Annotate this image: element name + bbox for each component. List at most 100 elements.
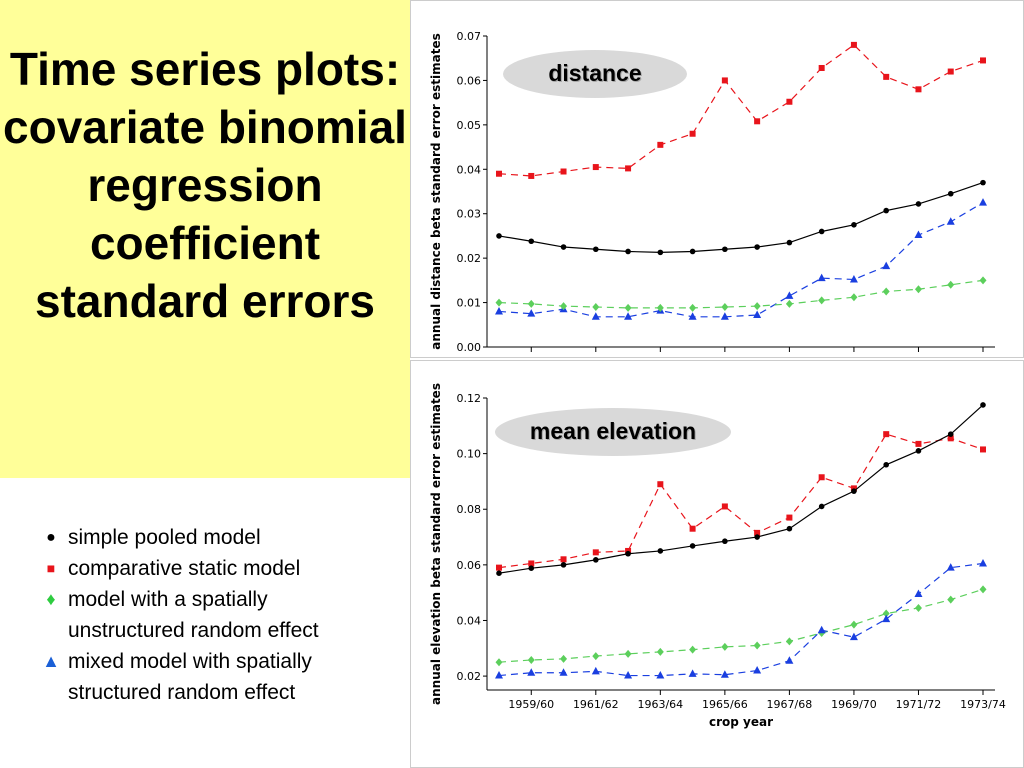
series-line-unstructured: [498, 279, 984, 309]
data-point-mixed: [785, 656, 794, 664]
data-point-unstructured: [785, 637, 793, 646]
data-point-unstructured: [818, 296, 826, 305]
data-point-comparative: [657, 141, 664, 148]
data-point-comparative: [818, 474, 825, 481]
y-tick-label: 0.06: [457, 559, 482, 572]
y-tick-label: 0.05: [457, 119, 482, 132]
data-point-simple: [818, 503, 825, 510]
legend-label: comparative static model: [68, 557, 301, 580]
data-point-simple: [754, 244, 760, 250]
data-point-mixed: [849, 274, 858, 283]
circle-marker-icon: ●: [46, 529, 56, 546]
series-line-mixed: [498, 562, 984, 677]
data-point-simple: [818, 228, 825, 235]
data-point-mixed: [624, 671, 633, 679]
title-panel: Time series plots: covariate binomial re…: [0, 0, 410, 478]
data-point-simple: [528, 565, 535, 571]
data-point-simple: [754, 534, 760, 540]
data-point-comparative: [625, 165, 632, 172]
data-point-mixed: [656, 671, 665, 679]
data-point-simple: [915, 448, 922, 454]
data-point-simple: [947, 190, 954, 197]
data-point-comparative: [496, 564, 502, 571]
data-point-comparative: [980, 446, 986, 453]
y-tick-label: 0.02: [457, 670, 482, 683]
data-point-simple: [689, 543, 696, 549]
panel-badge-label: mean elevation: [530, 418, 696, 444]
data-point-unstructured: [689, 645, 697, 654]
y-tick-label: 0.02: [457, 252, 482, 265]
data-point-unstructured: [656, 303, 664, 312]
data-point-mixed: [979, 558, 987, 567]
legend-item-comparative: ■ comparative static model: [34, 553, 394, 584]
data-point-unstructured: [785, 299, 793, 308]
chart-panel-2: 0.02 0.04 0.06 0.08 0.10 0.12 1959/60 1961/62 19…: [410, 360, 1024, 768]
data-point-mixed: [720, 312, 729, 320]
data-point-mixed: [624, 312, 633, 320]
chart-area: 0.00 0.01 0.02 0.03 0.04 0.05 0.06 0.07 annual d…: [410, 0, 1024, 768]
y-tick-label: 0.01: [457, 297, 482, 310]
series-line-simple: [498, 182, 984, 253]
data-point-simple: [851, 222, 857, 228]
x-tick-label: 1969/70: [831, 698, 877, 711]
legend-item-mixed: ▲ mixed model with spatially structured …: [34, 646, 394, 708]
data-point-simple: [722, 538, 728, 545]
data-point-comparative: [496, 170, 502, 177]
data-point-comparative: [980, 57, 986, 64]
legend-label: mixed model with spatially structured ra…: [68, 650, 312, 704]
data-point-unstructured: [914, 285, 922, 294]
data-point-comparative: [850, 41, 857, 48]
y-tick-label: 0.04: [457, 614, 482, 627]
data-point-comparative: [915, 440, 922, 447]
panel-badge-label: distance: [548, 60, 641, 86]
data-point-mixed: [591, 312, 600, 320]
x-tick-label: 1961/62: [573, 698, 619, 711]
data-point-simple: [722, 246, 728, 253]
series-line-comparative: [498, 433, 984, 569]
data-point-mixed: [946, 563, 955, 571]
y-tick-label: 0.10: [457, 448, 482, 461]
data-point-mixed: [688, 312, 697, 320]
legend-label: simple pooled model: [68, 526, 261, 549]
data-point-comparative: [528, 172, 535, 179]
data-point-simple: [657, 548, 664, 554]
legend-item-simple: ● simple pooled model: [34, 522, 394, 553]
data-point-unstructured: [753, 302, 761, 311]
data-point-mixed: [720, 670, 729, 678]
data-point-mixed: [882, 614, 891, 623]
data-point-comparative: [560, 168, 567, 175]
x-tick-label: 1967/68: [767, 698, 813, 711]
data-point-unstructured: [882, 609, 890, 618]
data-point-mixed: [495, 306, 503, 315]
data-point-mixed: [914, 589, 923, 598]
triangle-marker-icon: ▲: [42, 651, 60, 671]
y-tick-label: 0.12: [457, 392, 482, 405]
series-comparative: [496, 41, 986, 179]
panel-frame: [410, 0, 1024, 358]
data-point-simple: [560, 562, 567, 568]
data-point-comparative: [947, 68, 954, 75]
y-tick-label: 0.04: [457, 163, 482, 176]
data-point-unstructured: [592, 303, 600, 312]
data-point-mixed: [688, 669, 697, 677]
y-tick-label: 0.00: [457, 341, 482, 354]
data-point-comparative: [689, 525, 696, 532]
panel-badge-shadow: mean elevation: [531, 419, 697, 445]
data-point-unstructured: [914, 603, 922, 612]
data-point-comparative: [528, 560, 535, 567]
data-point-mixed: [849, 632, 858, 641]
data-point-mixed: [914, 230, 923, 239]
data-point-simple: [786, 239, 793, 246]
data-point-mixed: [527, 668, 536, 676]
legend: ● simple pooled model ■ comparative stat…: [34, 522, 394, 708]
data-point-mixed: [495, 671, 503, 679]
data-point-mixed: [979, 198, 987, 206]
data-point-unstructured: [527, 655, 535, 664]
data-point-unstructured: [721, 642, 729, 651]
data-point-comparative: [818, 64, 825, 71]
legend-item-unstructured: ♦ model with a spatially unstructured ra…: [34, 584, 394, 646]
diamond-marker-icon: ♦: [46, 589, 56, 609]
data-point-simple: [947, 431, 954, 437]
data-point-simple: [496, 570, 502, 576]
x-tick-label: 1959/60: [508, 698, 554, 711]
